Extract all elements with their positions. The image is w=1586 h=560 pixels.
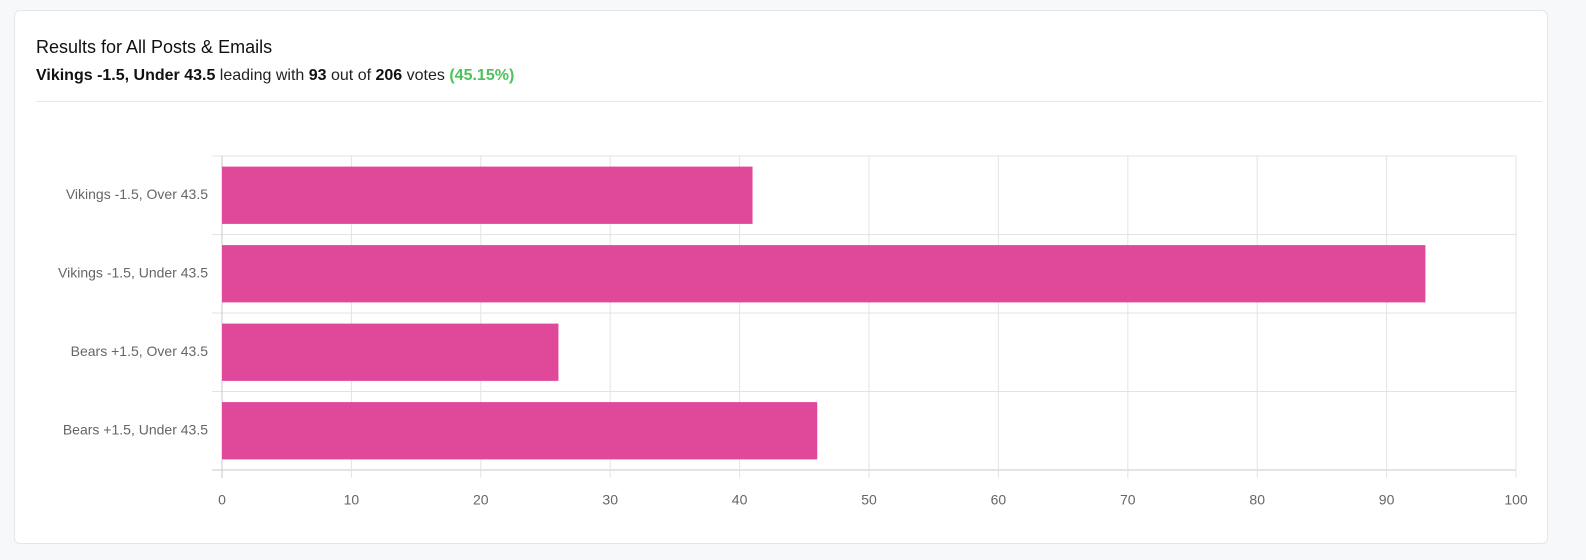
x-tick-label: 40 <box>732 492 748 508</box>
divider <box>36 101 1542 102</box>
x-tick-label: 0 <box>218 492 226 508</box>
summary: Vikings -1.5, Under 43.5 leading with 93… <box>36 67 514 85</box>
y-tick-label: Bears +1.5, Under 43.5 <box>63 421 208 437</box>
bar <box>222 166 753 224</box>
x-tick-label: 70 <box>1120 492 1136 508</box>
bar <box>222 245 1426 303</box>
x-tick-label: 10 <box>344 492 360 508</box>
leader: Vikings -1.5, Under 43.5 <box>36 67 216 84</box>
total: 206 <box>375 67 403 84</box>
x-tick-label: 20 <box>473 492 489 508</box>
votes: 93 <box>308 67 327 84</box>
x-tick-label: 80 <box>1249 492 1265 508</box>
summary-text: out of <box>331 67 372 84</box>
x-tick-label: 30 <box>602 492 618 508</box>
y-tick-label: Vikings -1.5, Over 43.5 <box>66 186 208 202</box>
y-tick-label: Vikings -1.5, Under 43.5 <box>58 264 208 280</box>
x-tick-label: 60 <box>991 492 1007 508</box>
summary-text: votes <box>406 67 445 84</box>
bar <box>222 402 818 460</box>
bar <box>222 323 559 381</box>
card-title: Results for All Posts & Emails <box>36 37 273 57</box>
percent: (45.15%) <box>449 67 515 84</box>
x-tick-label: 100 <box>1504 492 1528 508</box>
x-tick-label: 50 <box>861 492 877 508</box>
x-tick-label: 90 <box>1379 492 1395 508</box>
summary-text: leading with <box>219 67 305 84</box>
y-tick-label: Bears +1.5, Over 43.5 <box>71 343 209 359</box>
